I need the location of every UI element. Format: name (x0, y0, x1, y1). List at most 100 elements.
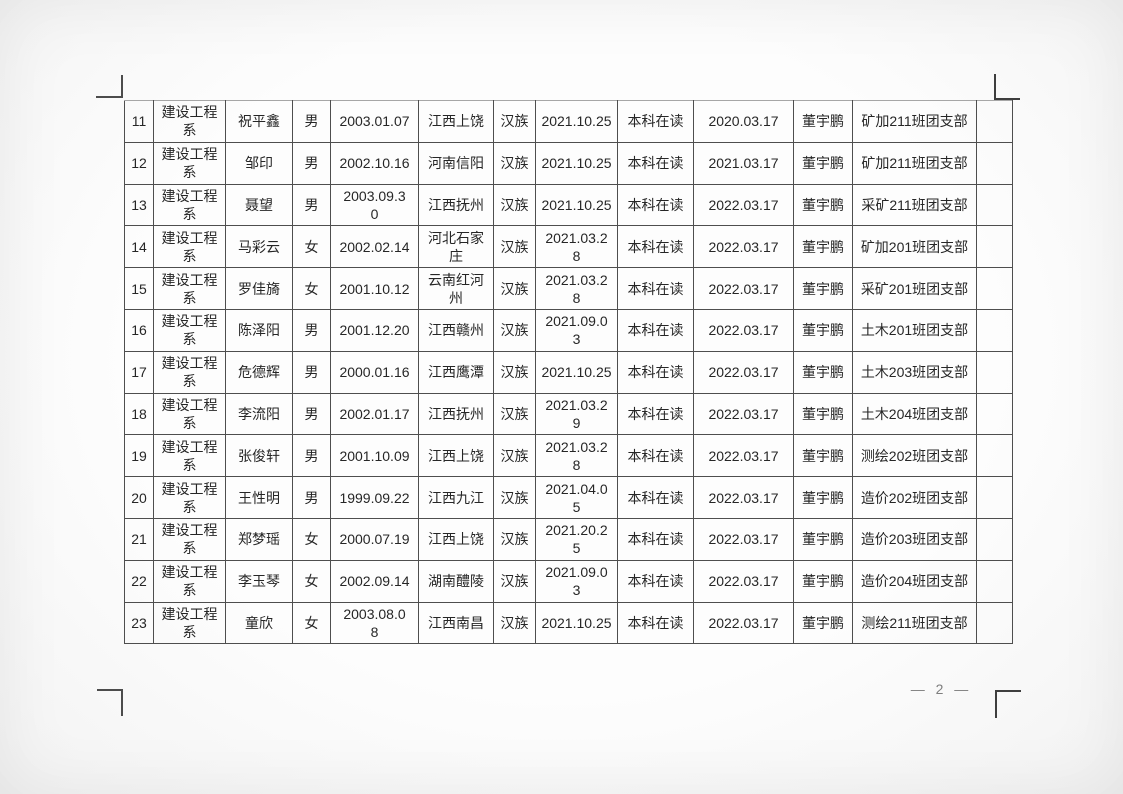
cell-approver: 董宇鹏 (793, 141, 853, 185)
cell-ethnic: 汉族 (493, 183, 536, 227)
cell-status: 本科在读 (617, 183, 694, 227)
cell-origin: 江西抚州 (418, 183, 494, 227)
cell-name: 马彩云 (225, 225, 293, 269)
cell-record-date: 2022.03.17 (693, 225, 794, 269)
cell-blank (976, 434, 1013, 478)
cell-origin: 湖南醴陵 (418, 559, 494, 603)
cell-birth: 2002.10.16 (330, 141, 419, 185)
cell-no: 21 (124, 517, 154, 561)
cell-name: 祝平鑫 (225, 100, 293, 143)
cell-approver: 董宇鹏 (793, 392, 853, 436)
table-row: 13 建设工程 系聂望男 2003.09.3 0 江西抚州 汉族 2021.10.25 本科… (124, 183, 1013, 227)
cell-name: 李流阳 (225, 392, 293, 436)
cell-ethnic: 汉族 (493, 517, 536, 561)
cell-dept: 建设工程 系 (153, 183, 226, 227)
cell-blank (976, 183, 1013, 227)
cell-branch: 土木204班团支部 (852, 392, 977, 436)
cell-dept: 建设工程 系 (153, 434, 226, 478)
cell-origin: 江西赣州 (418, 308, 494, 352)
cell-name: 罗佳旖 (225, 267, 293, 310)
cell-dept: 建设工程 系 (153, 308, 226, 352)
cell-branch: 测绘211班团支部 (852, 601, 977, 645)
cell-join-date: 2021.03.2 9 (535, 392, 618, 436)
cell-status: 本科在读 (617, 434, 694, 478)
cell-origin: 江西九江 (418, 476, 494, 519)
cell-gender: 女 (292, 267, 331, 310)
cell-join-date: 2021.10.25 (535, 601, 618, 645)
cell-approver: 董宇鹏 (793, 308, 853, 352)
cell-status: 本科在读 (617, 141, 694, 185)
crop-mark-top-right (994, 74, 1020, 100)
cell-status: 本科在读 (617, 308, 694, 352)
cell-origin: 江西抚州 (418, 392, 494, 436)
crop-mark-bottom-right (995, 690, 1021, 718)
cell-join-date: 2021.10.25 (535, 350, 618, 394)
cell-blank (976, 559, 1013, 603)
cell-blank (976, 225, 1013, 269)
cell-origin: 江西南昌 (418, 601, 494, 645)
cell-branch: 矿加211班团支部 (852, 141, 977, 185)
cell-gender: 男 (292, 476, 331, 519)
cell-record-date: 2022.03.17 (693, 476, 794, 519)
cell-branch: 矿加211班团支部 (852, 100, 977, 143)
cell-status: 本科在读 (617, 601, 694, 645)
cell-status: 本科在读 (617, 559, 694, 603)
cell-name: 危德辉 (225, 350, 293, 394)
cell-no: 15 (124, 267, 154, 310)
cell-no: 23 (124, 601, 154, 645)
cell-origin: 河北石家 庄 (418, 225, 494, 269)
cell-approver: 董宇鹏 (793, 183, 853, 227)
cell-status: 本科在读 (617, 392, 694, 436)
cell-blank (976, 100, 1013, 143)
cell-no: 13 (124, 183, 154, 227)
cell-dept: 建设工程 系 (153, 517, 226, 561)
cell-branch: 测绘202班团支部 (852, 434, 977, 478)
cell-join-date: 2021.10.25 (535, 141, 618, 185)
cell-approver: 董宇鹏 (793, 100, 853, 143)
table-row: 12 建设工程 系邹印男 2002.10.16 河南信阳 汉族 2021.10.25 本科在… (124, 141, 1013, 185)
table-row: 14 建设工程 系马彩云女 2002.02.14 河北石家 庄汉族 2021.03.2 … (124, 225, 1013, 269)
cell-status: 本科在读 (617, 476, 694, 519)
cell-approver: 董宇鹏 (793, 559, 853, 603)
cell-branch: 采矿201班团支部 (852, 267, 977, 310)
cell-approver: 董宇鹏 (793, 267, 853, 310)
cell-dept: 建设工程 系 (153, 141, 226, 185)
cell-ethnic: 汉族 (493, 601, 536, 645)
cell-dept: 建设工程 系 (153, 225, 226, 269)
cell-join-date: 2021.10.25 (535, 100, 618, 143)
cell-record-date: 2022.03.17 (693, 434, 794, 478)
cell-approver: 董宇鹏 (793, 225, 853, 269)
cell-dept: 建设工程 系 (153, 559, 226, 603)
cell-name: 王性明 (225, 476, 293, 519)
cell-blank (976, 517, 1013, 561)
cell-gender: 男 (292, 141, 331, 185)
cell-birth: 2002.09.14 (330, 559, 419, 603)
table-row: 11 建设工程 系祝平鑫男 2003.01.07 江西上饶 汉族 2021.10.25 本科… (124, 100, 1013, 143)
cell-blank (976, 601, 1013, 645)
cell-birth: 2001.10.09 (330, 434, 419, 478)
cell-name: 陈泽阳 (225, 308, 293, 352)
cell-ethnic: 汉族 (493, 100, 536, 143)
cell-branch: 造价202班团支部 (852, 476, 977, 519)
cell-ethnic: 汉族 (493, 141, 536, 185)
cell-record-date: 2022.03.17 (693, 601, 794, 645)
cell-join-date: 2021.03.2 8 (535, 267, 618, 310)
cell-blank (976, 267, 1013, 310)
cell-status: 本科在读 (617, 517, 694, 561)
cell-ethnic: 汉族 (493, 225, 536, 269)
cell-name: 郑梦瑶 (225, 517, 293, 561)
cell-birth: 2002.02.14 (330, 225, 419, 269)
cell-origin: 河南信阳 (418, 141, 494, 185)
cell-birth: 2000.01.16 (330, 350, 419, 394)
cell-gender: 女 (292, 225, 331, 269)
cell-blank (976, 141, 1013, 185)
cell-dept: 建设工程 系 (153, 100, 226, 143)
cell-origin: 江西上饶 (418, 434, 494, 478)
crop-mark-top-left (96, 75, 123, 98)
cell-gender: 男 (292, 308, 331, 352)
cell-ethnic: 汉族 (493, 559, 536, 603)
